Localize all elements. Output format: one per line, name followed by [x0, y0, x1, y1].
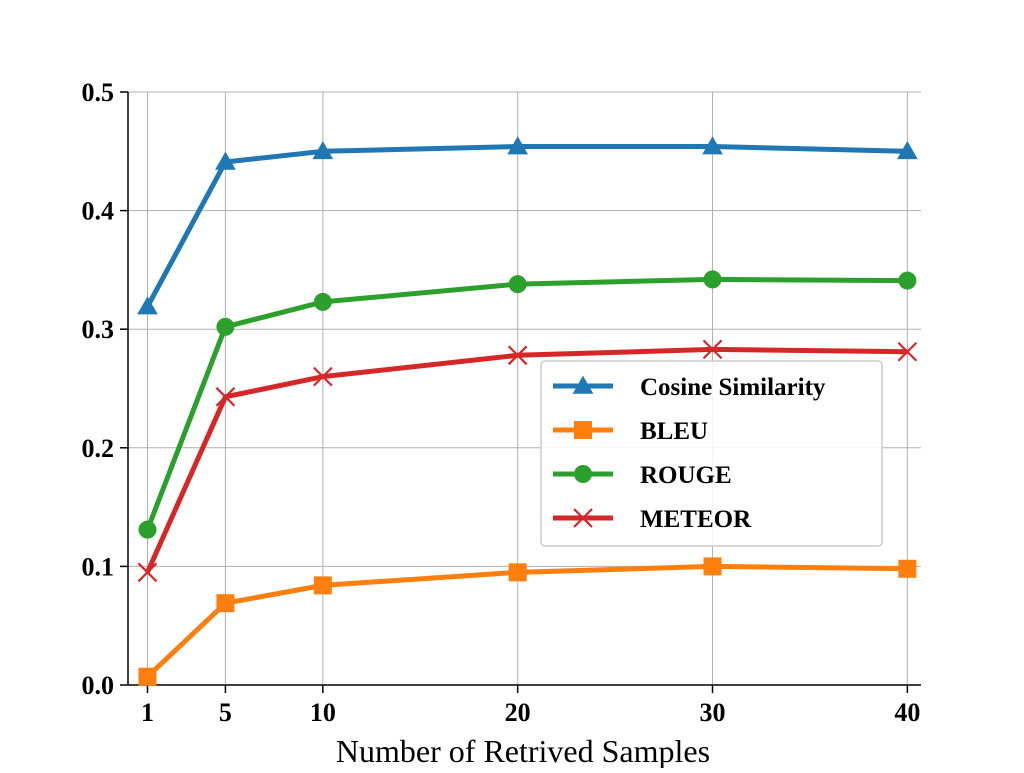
- x-tick-label: 20: [505, 698, 531, 727]
- data-point-circle: [216, 317, 235, 336]
- legend-entry: BLEU: [553, 418, 708, 445]
- data-point-square: [508, 563, 527, 582]
- series-line: [145, 144, 908, 308]
- data-point-circle: [898, 271, 917, 290]
- data-point-x-stroke: [573, 508, 593, 528]
- data-point-x: [313, 366, 333, 387]
- data-point-triangle: [897, 140, 918, 160]
- data-point-square: [703, 557, 722, 576]
- data-point-square: [898, 559, 917, 578]
- grid-lines: [128, 91, 921, 686]
- legend-entry: Cosine Similarity: [553, 374, 826, 401]
- data-point-x: [215, 387, 236, 407]
- y-tick-label: 0.1: [82, 552, 115, 581]
- x-tick-label: 30: [700, 698, 726, 727]
- data-point-x-stroke: [313, 366, 333, 387]
- y-tick-label: 0.5: [82, 78, 115, 107]
- series-layer: [137, 136, 918, 686]
- axes: 0.0 0.1 0.2 0.3 0.4 0.5 1 5 10 20 30 40: [82, 78, 921, 727]
- series-line: [145, 563, 908, 679]
- data-point-square: [313, 576, 332, 595]
- data-point-circle: [574, 465, 592, 483]
- data-point-triangle: [702, 136, 723, 155]
- legend-entry: METEOR: [553, 506, 752, 533]
- data-point-circle: [703, 270, 722, 289]
- data-point-x: [507, 345, 528, 366]
- y-tick-label: 0.0: [82, 671, 115, 700]
- data-point-triangle: [572, 375, 594, 394]
- legend-entry: ROUGE: [553, 462, 732, 489]
- legend: Cosine Similarity BLEU ROUGE METEOR: [540, 360, 883, 547]
- data-point-x-stroke: [507, 345, 528, 366]
- legend-label: METEOR: [640, 506, 752, 533]
- data-point-circle: [508, 275, 527, 294]
- x-tick-label: 1: [141, 698, 154, 727]
- x-tick-label: 5: [219, 698, 232, 727]
- data-point-square: [574, 421, 592, 439]
- data-point-triangle: [312, 140, 334, 160]
- data-point-square: [138, 667, 157, 686]
- data-point-circle: [313, 292, 332, 311]
- legend-label: Cosine Similarity: [640, 374, 826, 401]
- data-point-x: [573, 508, 593, 528]
- series-rouge: [138, 270, 917, 539]
- series-cosine-similarity: [137, 136, 918, 315]
- x-tick-label: 10: [310, 698, 336, 727]
- x-axis-title: Number of Retrived Samples: [336, 733, 710, 768]
- data-point-x-stroke: [215, 387, 236, 407]
- data-point-triangle: [137, 296, 158, 315]
- data-point-x-stroke: [137, 562, 158, 583]
- data-point-x: [702, 339, 723, 360]
- y-tick-label: 0.3: [82, 315, 115, 344]
- data-point-triangle: [507, 136, 529, 155]
- data-point-circle: [138, 520, 157, 539]
- legend-box: [540, 360, 883, 547]
- data-point-square: [216, 594, 235, 613]
- data-point-x: [897, 341, 918, 362]
- x-tick-label: 40: [894, 698, 920, 727]
- y-tick-label: 0.4: [82, 197, 115, 226]
- legend-label: ROUGE: [640, 462, 732, 489]
- legend-label: BLEU: [640, 418, 708, 445]
- data-point-triangle: [215, 151, 236, 170]
- series-bleu: [138, 557, 917, 686]
- data-point-x-stroke: [702, 339, 723, 360]
- series-meteor: [137, 339, 918, 583]
- series-line: [145, 276, 908, 531]
- data-point-x-stroke: [897, 341, 918, 362]
- data-point-x: [137, 562, 158, 583]
- series-line: [145, 346, 908, 574]
- y-tick-label: 0.2: [82, 434, 115, 463]
